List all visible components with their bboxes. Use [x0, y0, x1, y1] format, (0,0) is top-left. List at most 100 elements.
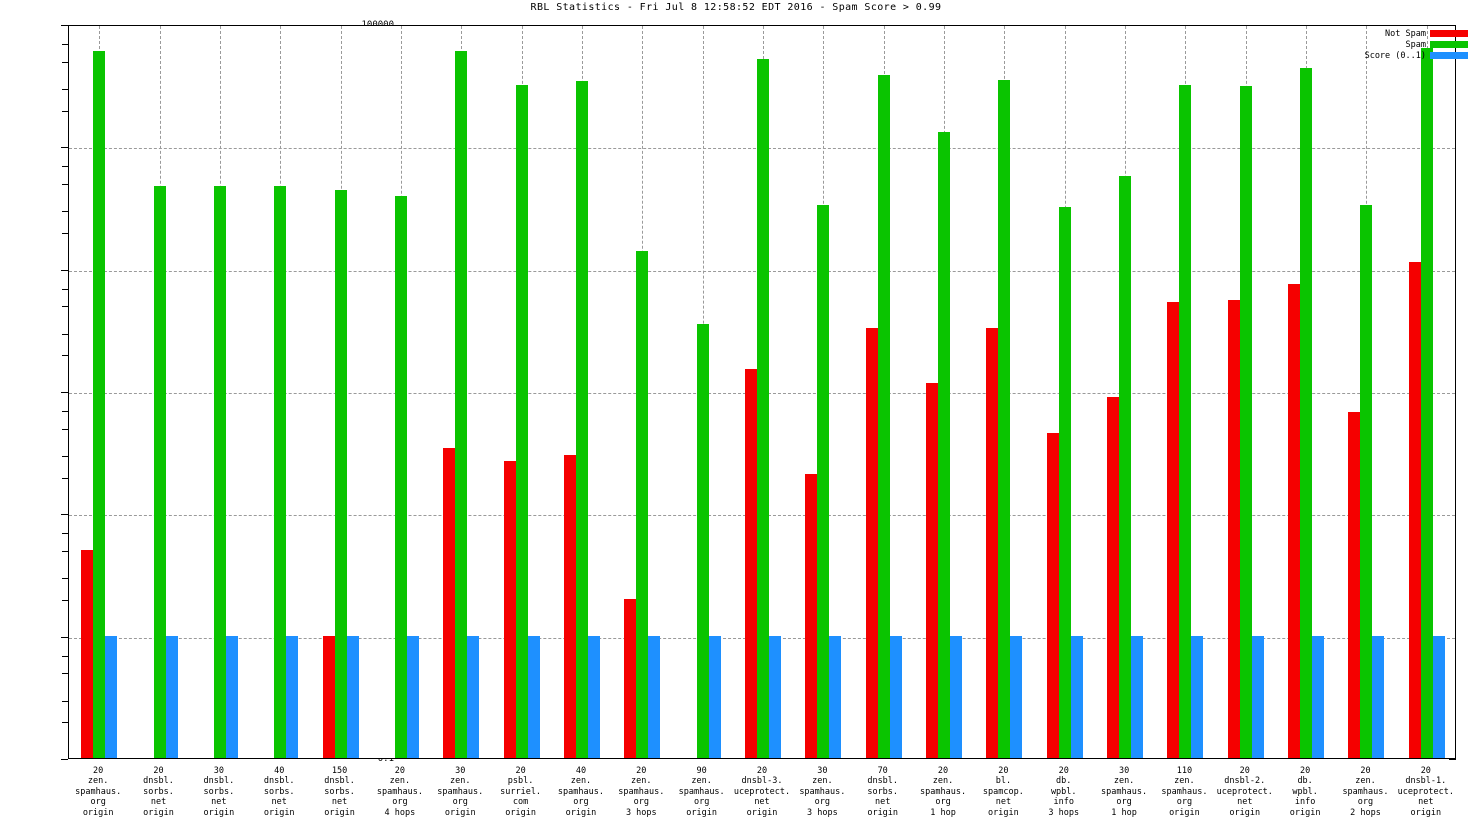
- y-tick-minor: [62, 288, 68, 290]
- bar-notspam: [504, 460, 516, 758]
- x-group-label: 20 db. wpbl. info origin: [1289, 766, 1321, 818]
- legend-item-not-spam: Not Spam: [1338, 28, 1468, 39]
- bar-spam: [1059, 206, 1071, 758]
- bar-notspam: [1348, 411, 1360, 758]
- y-tick-mark: [61, 147, 68, 149]
- x-group-label: 20 dnsbl-1. uceprotect. net origin: [1397, 766, 1454, 818]
- bar-notspam: [866, 327, 878, 758]
- x-group-label: 20 zen. spamhaus. org 2 hops: [1342, 766, 1389, 818]
- x-group-label: 20 zen. spamhaus. org 3 hops: [618, 766, 665, 818]
- bar-notspam: [624, 598, 636, 758]
- bar-spam: [154, 186, 166, 758]
- bar-score: [1191, 635, 1203, 758]
- bar-score: [1131, 635, 1143, 758]
- bar-notspam: [443, 448, 455, 758]
- bar-score: [709, 635, 721, 758]
- x-group-label: 30 zen. spamhaus. org 3 hops: [799, 766, 846, 818]
- bar-spam: [93, 51, 105, 758]
- legend-label-spam: Spam: [1405, 39, 1426, 50]
- x-group-label: 30 zen. spamhaus. org 1 hop: [1101, 766, 1148, 818]
- y-tick-minor: [62, 355, 68, 357]
- bar-score: [890, 635, 902, 758]
- x-group-label: 20 zen. spamhaus. org origin: [75, 766, 122, 818]
- legend-label-not-spam: Not Spam: [1385, 28, 1426, 39]
- x-group-label: 20 dnsbl. sorbs. net origin: [143, 766, 174, 818]
- y-tick-minor: [62, 184, 68, 186]
- y-tick-mark-right: [1449, 759, 1456, 760]
- y-tick-minor: [62, 410, 68, 412]
- bar-spam: [335, 189, 347, 758]
- x-group-label: 20 dnsbl-2. uceprotect. net origin: [1216, 766, 1273, 818]
- bar-spam: [274, 186, 286, 758]
- bar-score: [1010, 635, 1022, 758]
- y-tick-minor: [62, 211, 68, 213]
- bar-score: [407, 635, 419, 758]
- y-tick-mark: [61, 269, 68, 271]
- x-group-label: 90 zen. spamhaus. org origin: [678, 766, 725, 818]
- x-group-label: 20 psbl. surriel. com origin: [500, 766, 542, 818]
- y-tick-minor: [62, 166, 68, 168]
- bar-notspam: [1047, 433, 1059, 758]
- y-tick-minor: [62, 655, 68, 657]
- bar-spam: [878, 75, 890, 758]
- y-tick-minor: [62, 599, 68, 601]
- bar-spam: [938, 132, 950, 758]
- bar-score: [347, 635, 359, 758]
- y-tick-mark: [61, 514, 68, 516]
- bar-spam: [697, 324, 709, 758]
- bar-score: [1312, 635, 1324, 758]
- y-tick-minor: [62, 306, 68, 308]
- bar-score: [1252, 635, 1264, 758]
- bar-notspam: [1409, 262, 1421, 758]
- bar-score: [769, 635, 781, 758]
- bar-notspam: [805, 473, 817, 758]
- bar-score: [286, 635, 298, 758]
- bar-score: [1372, 635, 1384, 758]
- legend-item-spam: Spam: [1338, 39, 1468, 50]
- x-group-label: 40 zen. spamhaus. org origin: [557, 766, 604, 818]
- y-tick-minor: [62, 551, 68, 553]
- bar-spam: [455, 51, 467, 758]
- x-group-label: 110 zen. spamhaus. org origin: [1161, 766, 1208, 818]
- y-tick-minor: [62, 428, 68, 430]
- y-tick-minor: [62, 61, 68, 63]
- bar-score: [829, 635, 841, 758]
- bar-score: [528, 635, 540, 758]
- bar-notspam: [323, 635, 335, 758]
- y-tick-minor: [62, 673, 68, 675]
- x-group-label: 150 dnsbl. sorbs. net origin: [324, 766, 355, 818]
- y-tick-minor: [62, 110, 68, 112]
- y-tick-minor: [62, 722, 68, 724]
- y-tick-minor: [62, 477, 68, 479]
- bar-score: [166, 635, 178, 758]
- y-tick-minor: [62, 333, 68, 335]
- y-tick-minor: [62, 455, 68, 457]
- bar-score: [226, 635, 238, 758]
- bar-spam: [1119, 176, 1131, 758]
- x-group-label: 20 dnsbl-3. uceprotect. net origin: [733, 766, 791, 818]
- bar-score: [1433, 635, 1445, 758]
- bar-notspam: [745, 369, 757, 758]
- bar-spam: [576, 81, 588, 758]
- bar-spam: [1240, 86, 1252, 758]
- bar-spam: [214, 186, 226, 758]
- bar-notspam: [1228, 300, 1240, 758]
- bar-spam: [1421, 47, 1433, 758]
- bar-spam: [636, 250, 648, 758]
- chart-title: RBL Statistics - Fri Jul 8 12:58:52 EDT …: [530, 2, 942, 13]
- y-tick-mark: [61, 25, 68, 26]
- y-tick-mark: [61, 392, 68, 393]
- bar-spam: [817, 205, 829, 758]
- y-tick-mark: [61, 759, 68, 760]
- y-tick-minor: [62, 88, 68, 90]
- y-tick-label: 0.1: [377, 754, 394, 764]
- bar-score: [1071, 635, 1083, 758]
- bar-spam: [395, 196, 407, 758]
- legend: Not Spam Spam Score (0..1): [1338, 28, 1468, 61]
- y-tick-minor: [62, 578, 68, 580]
- bar-notspam: [926, 383, 938, 758]
- x-group-label: 20 zen. spamhaus. org 1 hop: [920, 766, 967, 818]
- x-group-label: 20 db. wpbl. info 3 hops: [1048, 766, 1080, 818]
- y-tick-minor: [62, 232, 68, 234]
